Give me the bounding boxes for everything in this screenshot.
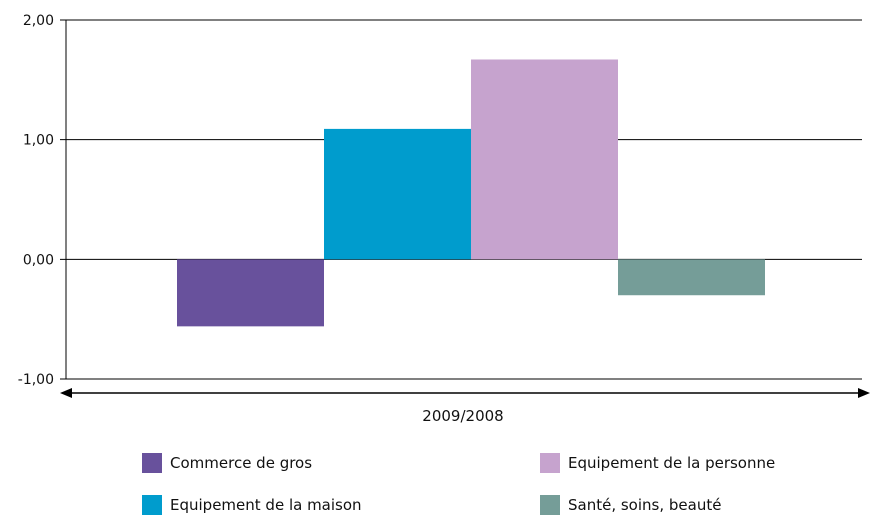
y-tick-label: -1,00 <box>18 372 54 388</box>
x-axis: 2009/2008 <box>60 388 870 425</box>
bars <box>177 59 765 327</box>
arrow-right-icon <box>858 388 870 398</box>
bar-commerce-de-gros <box>177 259 324 327</box>
y-tick-label: 0,00 <box>23 252 54 268</box>
arrow-left-icon <box>60 388 72 398</box>
bar-sante-soins-beaute <box>618 259 765 296</box>
bar-equipement-de-la-maison <box>324 128 471 260</box>
y-tick-label: 2,00 <box>23 13 54 29</box>
bar-equipement-de-la-personne <box>471 59 618 260</box>
y-tick-label: 1,00 <box>23 133 54 149</box>
x-category-label: 2009/2008 <box>422 407 503 425</box>
y-tick-labels: -1,00 0,00 1,00 2,00 <box>18 13 54 388</box>
